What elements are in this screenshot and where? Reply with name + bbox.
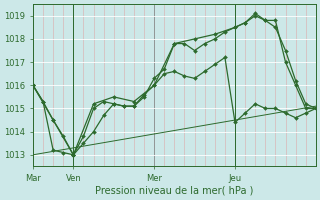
X-axis label: Pression niveau de la mer( hPa ): Pression niveau de la mer( hPa ) [95,186,253,196]
